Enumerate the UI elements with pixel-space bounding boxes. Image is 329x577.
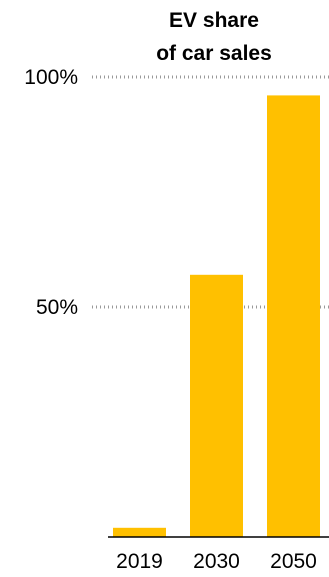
chart-title-line-2: of car sales	[156, 42, 272, 65]
chart-title-line-1: EV share	[169, 9, 259, 32]
chart-title: EV share of car sales	[156, 9, 272, 65]
y-tick-label-50%: 50%	[36, 296, 78, 319]
bars	[113, 95, 320, 538]
bar-2050	[267, 95, 320, 538]
y-tick-label-100%: 100%	[24, 66, 78, 89]
x-tick-label-2030: 2030	[193, 550, 240, 573]
x-tick-label-2050: 2050	[270, 550, 317, 573]
x-tick-label-2019: 2019	[116, 550, 163, 573]
y-tick-labels: 50% 100%	[24, 66, 78, 319]
bar-2030	[190, 274, 243, 537]
bar-2019	[113, 527, 166, 537]
x-tick-labels: 2019 2030 2050	[116, 550, 317, 573]
